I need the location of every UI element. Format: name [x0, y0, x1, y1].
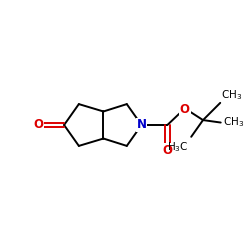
Text: CH$_3$: CH$_3$	[222, 88, 243, 102]
Text: H$_3$C: H$_3$C	[167, 140, 188, 153]
Text: O: O	[180, 102, 190, 116]
Text: O: O	[162, 144, 172, 157]
Text: O: O	[33, 118, 43, 132]
Text: CH$_3$: CH$_3$	[223, 116, 244, 130]
Text: N: N	[136, 118, 146, 132]
